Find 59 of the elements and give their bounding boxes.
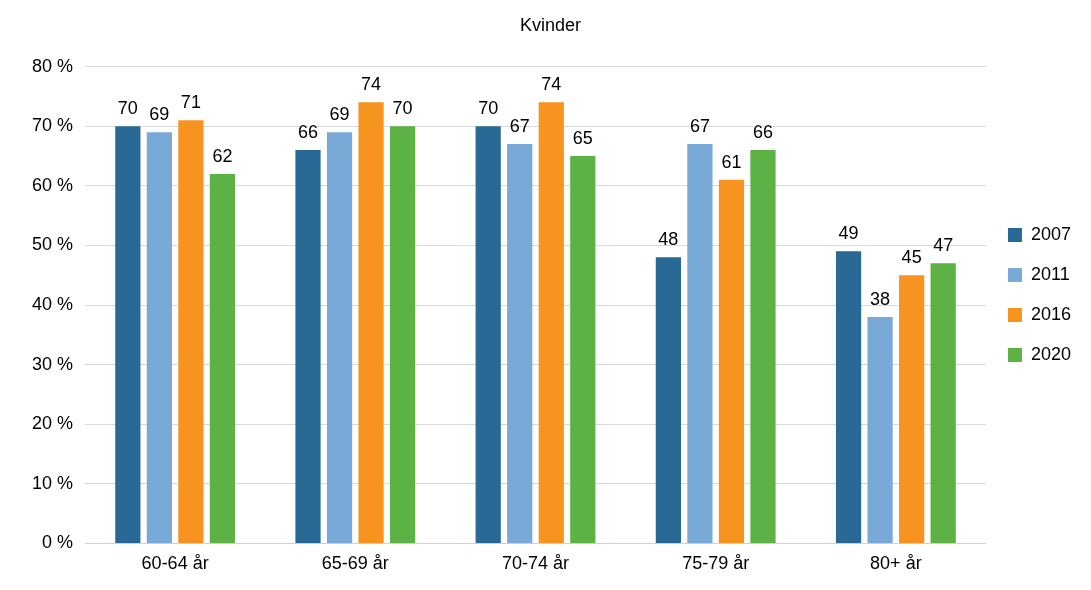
y-tick-label: 80 %	[32, 55, 74, 76]
y-tick-label: 70 %	[32, 115, 74, 136]
data-label: 38	[870, 288, 891, 309]
bar	[295, 150, 321, 543]
data-label: 69	[149, 104, 170, 125]
data-label: 45	[901, 247, 922, 268]
bar	[655, 257, 681, 543]
data-label: 47	[933, 235, 954, 256]
data-label: 66	[752, 122, 773, 143]
data-label: 67	[689, 116, 710, 137]
bar	[475, 126, 501, 543]
x-tick-label: 70-74 år	[501, 553, 570, 574]
data-label: 62	[212, 145, 233, 166]
bar	[718, 179, 745, 543]
bar	[570, 156, 596, 543]
data-label: 69	[329, 104, 350, 125]
y-tick-label: 20 %	[32, 413, 74, 434]
data-label: 66	[297, 122, 319, 143]
y-tick-label: 50 %	[32, 234, 74, 255]
data-label: 70	[478, 98, 499, 119]
bar	[507, 144, 533, 543]
data-label: 71	[180, 92, 201, 113]
x-tick-label: 60-64 år	[141, 553, 209, 574]
x-tick-label: 65-69 år	[321, 553, 389, 574]
bar	[115, 126, 141, 543]
bar	[687, 144, 713, 543]
bar	[835, 251, 862, 543]
bar	[538, 102, 564, 543]
data-label: 48	[658, 229, 679, 250]
data-label: 61	[721, 151, 742, 172]
bar	[750, 150, 776, 543]
y-tick-label: 10 %	[32, 472, 74, 493]
bar	[899, 275, 925, 543]
bar	[146, 132, 172, 543]
y-tick-label: 0 %	[42, 532, 74, 553]
data-label: 70	[392, 98, 413, 119]
x-tick-label: 80+ år	[870, 553, 922, 574]
bar	[178, 120, 204, 543]
bar	[930, 263, 956, 543]
bar	[867, 316, 893, 543]
x-tick-label: 75-79 år	[682, 553, 750, 574]
y-tick-label: 60 %	[32, 174, 74, 195]
legend-label: 2007	[1030, 223, 1071, 244]
chart-title: Kvinder	[519, 14, 582, 35]
data-label: 49	[838, 223, 859, 244]
data-label: 65	[572, 127, 593, 148]
y-tick-label: 30 %	[32, 353, 74, 374]
legend-label: 2020	[1030, 343, 1071, 364]
bar	[358, 102, 384, 543]
data-label: 74	[541, 74, 562, 95]
legend-label: 2011	[1030, 263, 1070, 284]
y-tick-label: 40 %	[32, 293, 74, 314]
data-label: 67	[509, 116, 530, 137]
data-label: 74	[361, 74, 382, 95]
legend-label: 2016	[1030, 303, 1071, 324]
bar	[209, 173, 236, 543]
data-label: 70	[117, 98, 138, 119]
bar	[326, 132, 353, 543]
bar	[389, 126, 416, 543]
